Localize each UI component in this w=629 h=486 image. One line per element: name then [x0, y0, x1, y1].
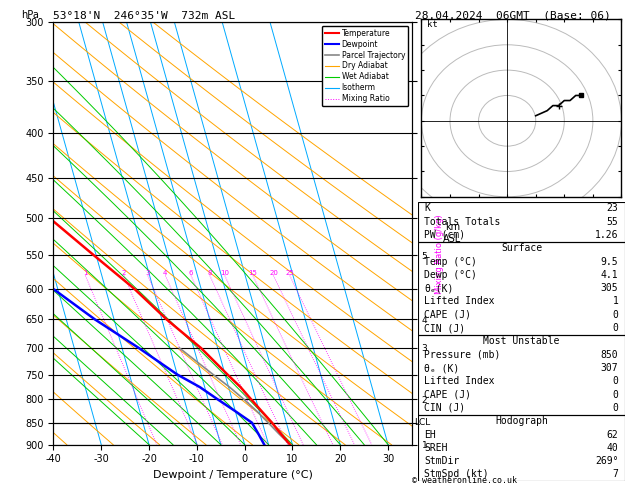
Text: Hodograph: Hodograph — [495, 416, 548, 426]
Legend: Temperature, Dewpoint, Parcel Trajectory, Dry Adiabat, Wet Adiabat, Isotherm, Mi: Temperature, Dewpoint, Parcel Trajectory… — [322, 26, 408, 106]
Text: Totals Totals: Totals Totals — [425, 217, 501, 226]
Text: kt: kt — [427, 20, 438, 29]
Text: Lifted Index: Lifted Index — [425, 376, 495, 386]
Text: Most Unstable: Most Unstable — [483, 336, 560, 347]
Text: 0: 0 — [613, 376, 618, 386]
Text: 15: 15 — [248, 270, 257, 276]
Text: θₑ(K): θₑ(K) — [425, 283, 454, 293]
Text: Lifted Index: Lifted Index — [425, 296, 495, 307]
Text: Surface: Surface — [501, 243, 542, 253]
Text: 1: 1 — [83, 270, 87, 276]
Text: Mixing Ratio (g/kg): Mixing Ratio (g/kg) — [435, 215, 444, 294]
Text: 55: 55 — [606, 217, 618, 226]
Text: θₑ (K): θₑ (K) — [425, 363, 460, 373]
Text: © weatheronline.co.uk: © weatheronline.co.uk — [412, 476, 517, 485]
Text: 10: 10 — [220, 270, 230, 276]
Text: 7: 7 — [613, 469, 618, 480]
Text: 0: 0 — [613, 310, 618, 320]
Text: 3: 3 — [145, 270, 150, 276]
Text: 23: 23 — [606, 203, 618, 213]
Text: SREH: SREH — [425, 443, 448, 453]
Text: 305: 305 — [601, 283, 618, 293]
Text: StmSpd (kt): StmSpd (kt) — [425, 469, 489, 480]
Text: 9.5: 9.5 — [601, 257, 618, 267]
Text: CIN (J): CIN (J) — [425, 403, 465, 413]
Text: 20: 20 — [269, 270, 278, 276]
Text: 62: 62 — [606, 430, 618, 439]
Text: StmDir: StmDir — [425, 456, 460, 466]
Bar — [418, 415, 625, 481]
Text: 1: 1 — [613, 296, 618, 307]
Text: 0: 0 — [613, 390, 618, 399]
Text: 28.04.2024  06GMT  (Base: 06): 28.04.2024 06GMT (Base: 06) — [415, 11, 611, 21]
Text: Pressure (mb): Pressure (mb) — [425, 350, 501, 360]
Bar — [418, 335, 625, 415]
Text: CAPE (J): CAPE (J) — [425, 310, 472, 320]
Text: 2: 2 — [122, 270, 126, 276]
Text: 307: 307 — [601, 363, 618, 373]
Text: Temp (°C): Temp (°C) — [425, 257, 477, 267]
Text: 40: 40 — [606, 443, 618, 453]
Text: Dewp (°C): Dewp (°C) — [425, 270, 477, 280]
Text: 6: 6 — [189, 270, 193, 276]
Text: K: K — [425, 203, 430, 213]
Text: 269°: 269° — [595, 456, 618, 466]
Bar — [418, 242, 625, 335]
Text: 53°18'N  246°35'W  732m ASL: 53°18'N 246°35'W 732m ASL — [53, 11, 236, 21]
Text: 1.26: 1.26 — [595, 230, 618, 240]
X-axis label: Dewpoint / Temperature (°C): Dewpoint / Temperature (°C) — [153, 470, 313, 480]
Text: 4.1: 4.1 — [601, 270, 618, 280]
Text: 850: 850 — [601, 350, 618, 360]
Text: PW (cm): PW (cm) — [425, 230, 465, 240]
Text: 0: 0 — [613, 403, 618, 413]
Text: hPa: hPa — [21, 10, 39, 20]
Text: 0: 0 — [613, 323, 618, 333]
Bar — [418, 202, 625, 242]
Text: CAPE (J): CAPE (J) — [425, 390, 472, 399]
Y-axis label: km
ASL: km ASL — [443, 223, 462, 244]
Text: 4: 4 — [163, 270, 167, 276]
Text: LCL: LCL — [415, 418, 431, 427]
Text: 8: 8 — [208, 270, 212, 276]
Text: EH: EH — [425, 430, 437, 439]
Text: CIN (J): CIN (J) — [425, 323, 465, 333]
Text: 25: 25 — [286, 270, 294, 276]
